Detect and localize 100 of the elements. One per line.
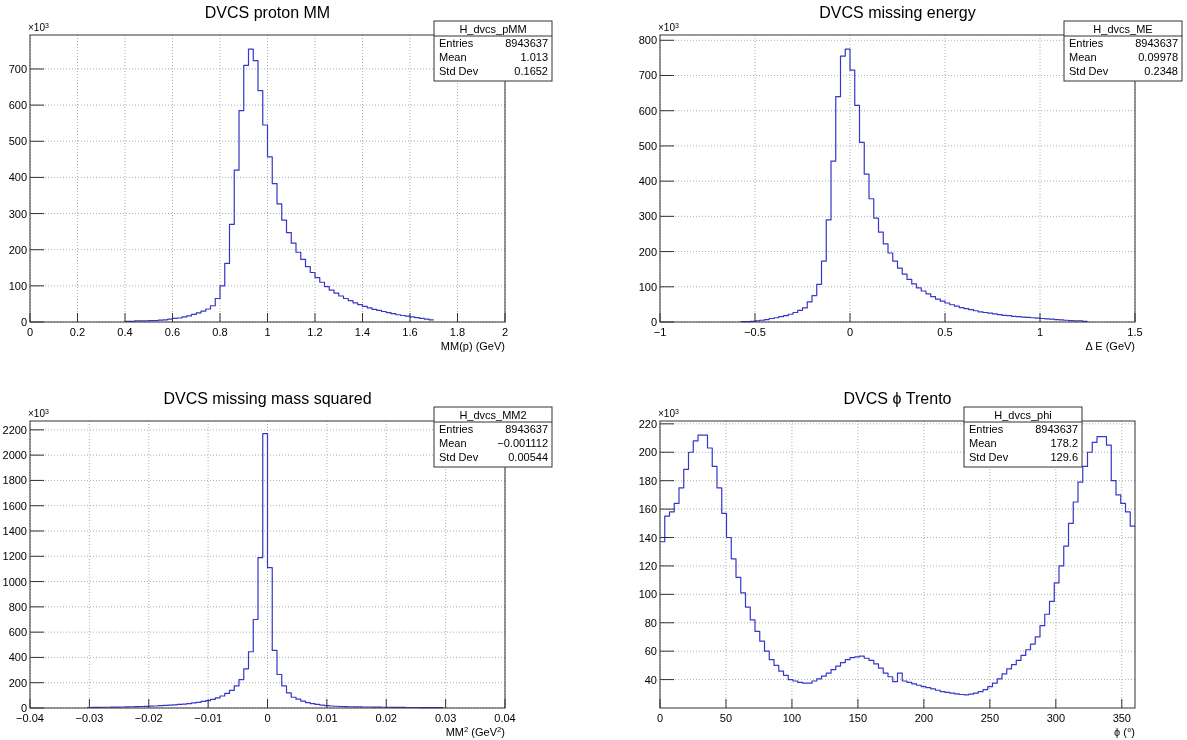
x-tick-label: −0.5 bbox=[744, 326, 766, 338]
y-tick-label: 700 bbox=[8, 62, 27, 75]
x-tick-label: 0.6 bbox=[164, 326, 181, 338]
annotation: Std Dev bbox=[969, 451, 1009, 463]
annotation: 8943637 bbox=[1035, 423, 1078, 435]
y-tick-label: 300 bbox=[638, 210, 657, 223]
text: 0.2348 bbox=[1144, 65, 1178, 77]
y-tick-label: 800 bbox=[8, 600, 27, 613]
y-tick-label: 200 bbox=[638, 446, 657, 459]
y-axis-title: ×10$^{3}$ bbox=[28, 21, 49, 33]
annotation: Std Dev bbox=[439, 65, 479, 77]
y-tick-label: 100 bbox=[638, 280, 657, 293]
x-axis-title: MM$^{2}$ (GeV$^{2}$) bbox=[445, 724, 505, 738]
chart-title: DVCS ϕ Trento bbox=[843, 390, 952, 407]
annotation: −0.001112 bbox=[497, 437, 548, 449]
x-tick-label: 1.4 bbox=[354, 326, 371, 338]
x-tick-label: 0.8 bbox=[212, 326, 228, 338]
y-tick-label: 1600 bbox=[2, 499, 27, 512]
annotation: Entries bbox=[1069, 37, 1104, 49]
text: 8943637 bbox=[505, 37, 548, 49]
annotation: Entries bbox=[439, 37, 474, 49]
annotation: Mean bbox=[439, 51, 467, 63]
y-tick-label: 0 bbox=[20, 316, 27, 328]
x-tick-label: 1.5 bbox=[1127, 326, 1143, 338]
y-tick-label: 700 bbox=[638, 69, 657, 82]
y-tick-label: 120 bbox=[638, 559, 657, 572]
x-tick-label: 350 bbox=[1112, 712, 1131, 724]
text: 0.1652 bbox=[514, 65, 548, 77]
x-tick-label: 0.03 bbox=[434, 712, 457, 724]
y-tick-label: 180 bbox=[638, 474, 657, 487]
y-tick-label: 140 bbox=[638, 531, 657, 544]
y-tick-label: 0 bbox=[20, 702, 27, 714]
chart-title: DVCS missing mass squared bbox=[163, 390, 372, 407]
text: 0.00544 bbox=[508, 451, 548, 463]
x-tick-label: 200 bbox=[914, 712, 934, 724]
x-tick-label: 250 bbox=[980, 712, 1000, 724]
annotation: Mean bbox=[1069, 51, 1097, 63]
x-tick-label: 0.02 bbox=[375, 712, 397, 724]
x-tick-label: 0 bbox=[846, 326, 854, 338]
chart-title: DVCS missing energy bbox=[819, 4, 976, 21]
y-tick-label: 100 bbox=[8, 279, 27, 292]
annotation: Entries bbox=[439, 423, 474, 435]
x-tick-label: 300 bbox=[1046, 712, 1066, 724]
x-tick-label: 0.4 bbox=[117, 326, 133, 338]
x-tick-label: 0.01 bbox=[316, 712, 338, 724]
text: 8943637 bbox=[505, 423, 548, 435]
y-axis-title: ×10$^{3}$ bbox=[658, 21, 679, 33]
x-tick-label: −1 bbox=[653, 326, 667, 338]
annotation: Mean bbox=[439, 437, 467, 449]
y-tick-label: 500 bbox=[638, 139, 657, 152]
x-tick-label: 1.8 bbox=[449, 326, 466, 338]
y-tick-label: 200 bbox=[638, 245, 657, 258]
x-tick-label: 2 bbox=[501, 326, 509, 338]
x-tick-label: 1.6 bbox=[402, 326, 418, 338]
annotation: Std Dev bbox=[439, 451, 479, 463]
y-tick-label: 1200 bbox=[2, 550, 27, 563]
y-tick-label: 100 bbox=[638, 588, 657, 601]
text: 8943637 bbox=[1135, 37, 1178, 49]
y-axis-title: ×10$^{3}$ bbox=[658, 407, 679, 419]
text: H_dvcs_ME bbox=[1093, 22, 1153, 35]
x-axis-title: MM(p) (GeV) bbox=[440, 340, 505, 352]
y-tick-label: 200 bbox=[8, 676, 27, 689]
x-tick-label: −0.02 bbox=[134, 712, 163, 724]
x-tick-label: 50 bbox=[719, 712, 733, 724]
y-tick-label: 800 bbox=[638, 34, 657, 47]
text: H_dvcs_pMM bbox=[459, 22, 527, 35]
y-tick-label: 600 bbox=[8, 626, 27, 639]
y-tick-label: 40 bbox=[644, 673, 657, 686]
x-tick-label: 0 bbox=[264, 712, 271, 724]
x-tick-label: 1 bbox=[264, 326, 271, 338]
x-axis-title: ϕ (°) bbox=[1114, 726, 1135, 738]
x-tick-label: 100 bbox=[782, 712, 802, 724]
text: H_dvcs_phi bbox=[994, 408, 1052, 421]
x-tick-label: −0.03 bbox=[75, 712, 104, 724]
y-tick-label: 600 bbox=[638, 104, 657, 117]
x-tick-label: 0.04 bbox=[494, 712, 516, 724]
text: H_dvcs_MM2 bbox=[459, 408, 527, 421]
y-axis-title: ×10$^{3}$ bbox=[28, 407, 49, 419]
y-tick-label: 2200 bbox=[2, 423, 27, 436]
annotation: 178.2 bbox=[1050, 437, 1078, 449]
x-tick-label: 1 bbox=[1036, 326, 1044, 338]
x-tick-label: −0.01 bbox=[194, 712, 223, 724]
y-tick-label: 2000 bbox=[2, 449, 27, 462]
x-tick-label: 150 bbox=[848, 712, 868, 724]
y-tick-label: 160 bbox=[638, 503, 657, 516]
y-tick-label: 400 bbox=[8, 651, 27, 664]
x-tick-label: 0.5 bbox=[937, 326, 953, 338]
y-tick-label: 80 bbox=[644, 616, 657, 629]
x-tick-label: 1.2 bbox=[307, 326, 323, 338]
x-tick-label: 0.2 bbox=[69, 326, 86, 338]
x-tick-label: −0.04 bbox=[16, 712, 44, 724]
y-tick-label: 600 bbox=[8, 99, 27, 112]
annotation: 129.6 bbox=[1050, 451, 1078, 463]
y-tick-label: 1000 bbox=[2, 575, 27, 588]
text: 1.013 bbox=[520, 51, 548, 63]
y-tick-label: 300 bbox=[8, 207, 27, 220]
x-axis-title: Δ E (GeV) bbox=[1085, 340, 1135, 352]
text: 0.09978 bbox=[1138, 51, 1178, 63]
y-tick-label: 220 bbox=[638, 417, 657, 430]
y-tick-label: 1400 bbox=[2, 525, 27, 537]
